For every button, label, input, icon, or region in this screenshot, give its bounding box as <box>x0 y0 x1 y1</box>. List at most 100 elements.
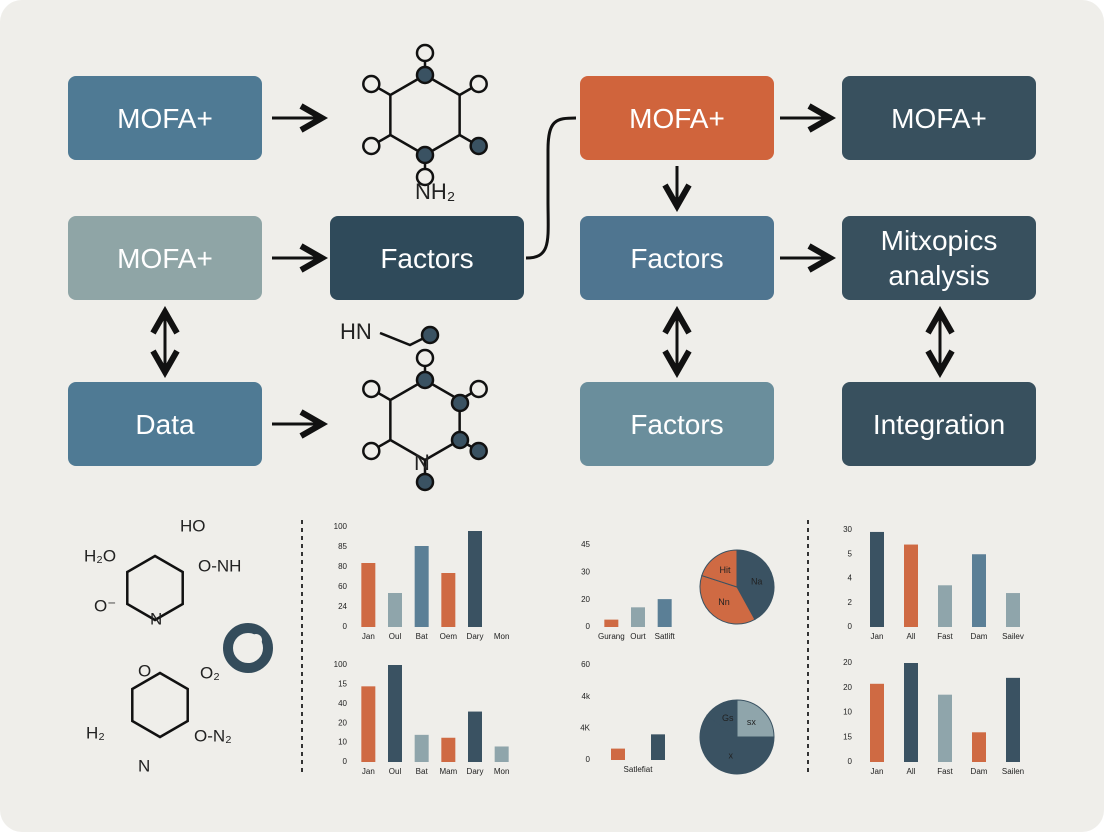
y-tick-label: 20 <box>843 658 852 667</box>
y-tick-label: 4 <box>848 574 853 583</box>
x-tick-label: Sailev <box>1002 632 1024 641</box>
y-tick-label: 45 <box>581 540 590 549</box>
atom <box>420 325 440 345</box>
y-tick-label: 24 <box>338 602 347 611</box>
atom <box>362 74 381 94</box>
bar <box>441 737 456 762</box>
y-tick-label: 4k <box>582 692 591 701</box>
bar <box>414 734 429 762</box>
bar <box>494 746 509 762</box>
bar <box>468 531 482 627</box>
atom <box>450 393 470 413</box>
x-tick-label: Oul <box>389 767 402 776</box>
x-label: Satlefiat <box>624 765 654 774</box>
x-tick-label: Mon <box>494 632 510 641</box>
slice-label: Gs <box>722 713 734 723</box>
y-tick-label: 0 <box>586 755 591 764</box>
bar <box>388 665 402 762</box>
x-tick-label: Dary <box>467 767 484 776</box>
y-tick-label: 15 <box>843 732 852 741</box>
node: MOFA+ <box>68 216 262 300</box>
y-tick-label: 30 <box>843 525 852 534</box>
ring <box>131 671 189 739</box>
x-tick-label: Jan <box>871 767 884 776</box>
pie-slice <box>699 714 775 775</box>
y-tick-label: 2 <box>848 598 853 607</box>
node: Factors <box>580 382 774 466</box>
slice-label: sx <box>747 717 757 727</box>
slice-label: Na <box>751 576 763 586</box>
bar <box>1006 593 1020 627</box>
bar <box>870 531 884 627</box>
x-tick-label: Jan <box>362 767 375 776</box>
atom-label: O-N₂ <box>194 726 232 745</box>
atom-label: NH₂ <box>415 179 455 204</box>
bar <box>651 734 665 760</box>
node: Mitxopics analysis <box>842 216 1036 300</box>
y-tick-label: 20 <box>581 595 590 604</box>
separators <box>301 520 809 775</box>
x-tick-label: Mon <box>494 767 510 776</box>
x-tick-label: Satlift <box>655 632 676 641</box>
atom <box>469 136 488 156</box>
atom <box>362 379 381 399</box>
x-tick-label: Oul <box>389 632 402 641</box>
bar <box>611 748 625 760</box>
atom <box>362 441 381 461</box>
ring-icon <box>223 623 273 673</box>
y-tick-label: 60 <box>338 582 347 591</box>
bar <box>414 546 429 627</box>
slice-label: Hit <box>720 565 731 575</box>
atom-label: O₂ <box>200 663 220 682</box>
bar <box>604 619 619 627</box>
atom-label: O-NH <box>198 556 241 575</box>
ring <box>126 554 184 622</box>
atom <box>415 348 435 368</box>
bar <box>904 663 918 762</box>
y-tick-label: 0 <box>586 622 591 631</box>
node: MOFA+ <box>68 76 262 160</box>
x-tick-label: Fast <box>937 632 953 641</box>
x-tick-label: Bat <box>416 767 429 776</box>
pie-slice <box>706 699 738 738</box>
x-tick-label: All <box>907 632 916 641</box>
bar <box>870 683 884 762</box>
pie-slice <box>736 549 775 621</box>
y-tick-label: 10 <box>843 708 852 717</box>
y-tick-label: 100 <box>334 522 348 531</box>
bar <box>904 544 918 627</box>
atom <box>415 43 435 63</box>
y-tick-label: 80 <box>338 562 347 571</box>
slice-label: x <box>728 751 733 761</box>
node: Factors <box>330 216 524 300</box>
x-tick-label: Dam <box>971 767 988 776</box>
atom <box>415 370 435 390</box>
bar <box>972 732 986 762</box>
y-tick-label: 20 <box>338 718 347 727</box>
atom <box>415 145 435 165</box>
node: MOFA+ <box>580 76 774 160</box>
atom-label: H₂O <box>84 546 116 565</box>
arrows <box>165 118 940 424</box>
x-tick-label: Jan <box>362 632 375 641</box>
bar <box>972 554 986 627</box>
bar <box>468 711 482 762</box>
x-tick-label: Sailen <box>1002 767 1024 776</box>
connector <box>525 116 577 260</box>
x-tick-label: Fast <box>937 767 953 776</box>
bar <box>441 573 456 627</box>
bar <box>361 686 376 762</box>
node: Factors <box>580 216 774 300</box>
bar <box>938 694 952 762</box>
y-tick-label: 10 <box>338 738 347 747</box>
bar <box>388 593 402 627</box>
node: MOFA+ <box>842 76 1036 160</box>
y-tick-label: 5 <box>848 549 853 558</box>
x-tick-label: All <box>907 767 916 776</box>
atom <box>450 430 470 450</box>
x-tick-label: Ourt <box>630 632 646 641</box>
x-tick-label: Bat <box>416 632 429 641</box>
node: Data <box>68 382 262 466</box>
